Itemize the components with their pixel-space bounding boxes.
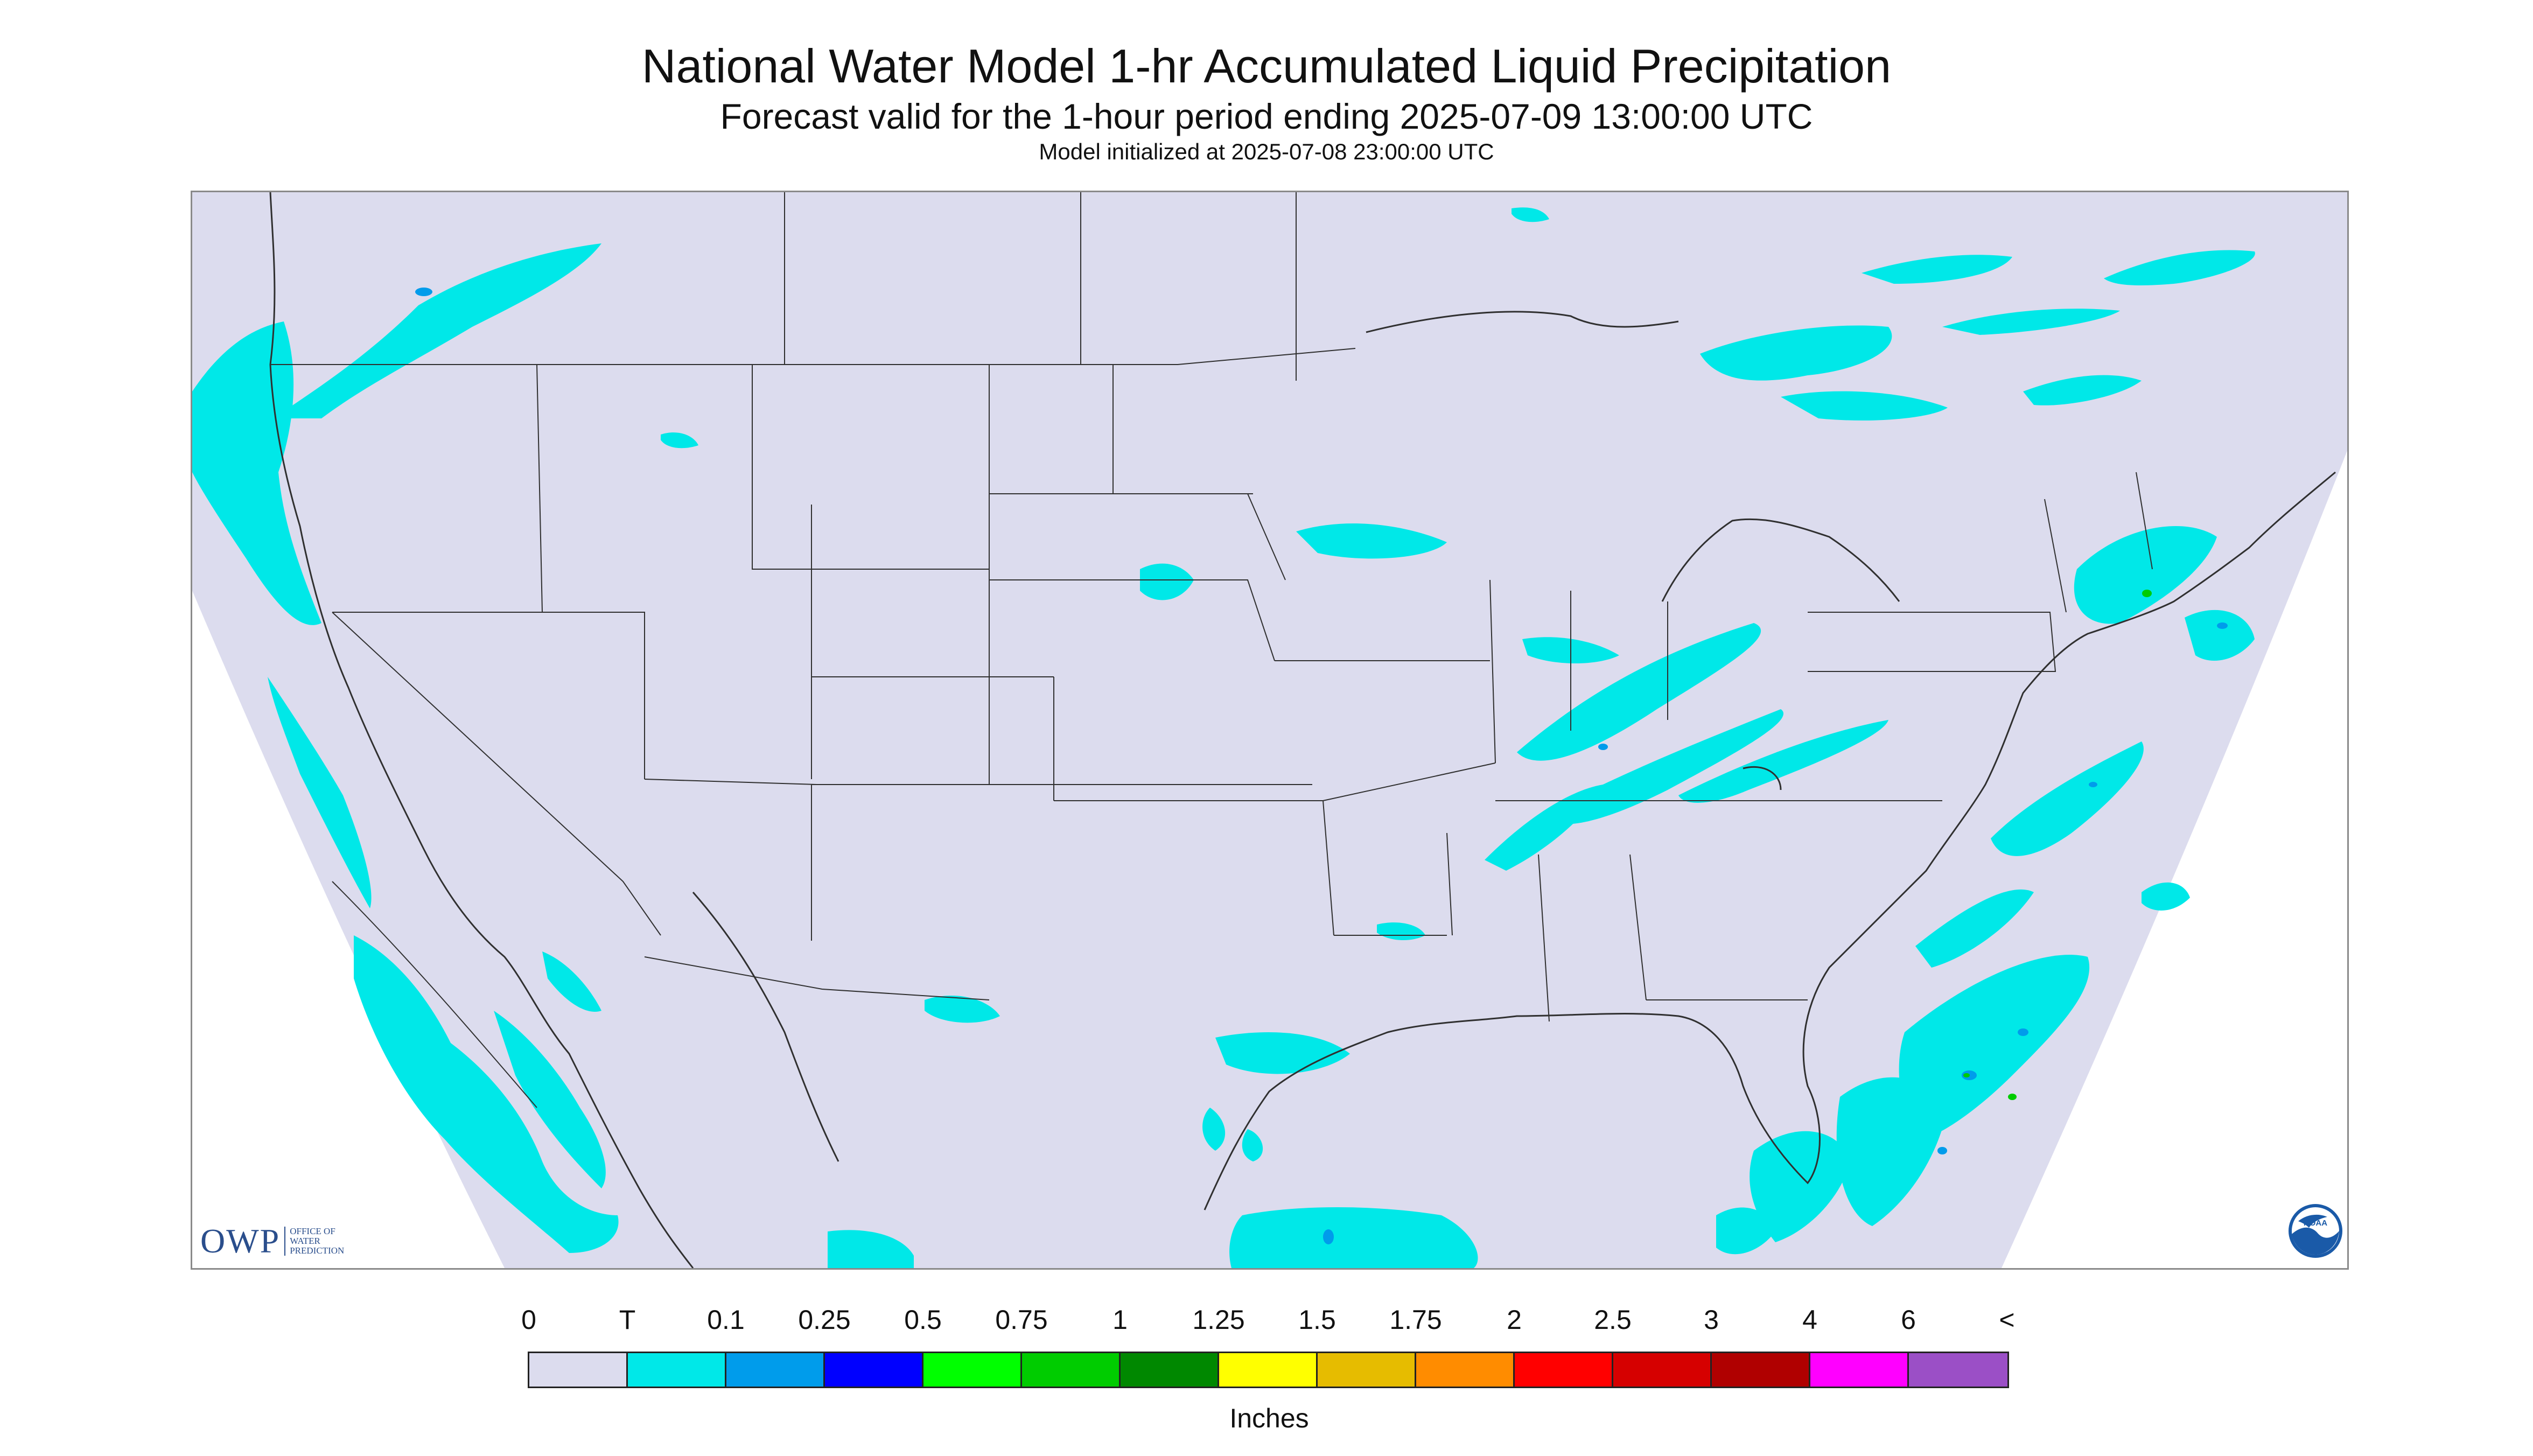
legend-bin: [1022, 1353, 1121, 1387]
legend-bin: [628, 1353, 726, 1387]
legend-tick-label: T: [619, 1305, 636, 1335]
state-boundaries: [270, 192, 2153, 1108]
legend-tick-label: 0.1: [707, 1305, 745, 1335]
owp-sub-line-1: OFFICE OF: [290, 1226, 335, 1236]
legend-bin: [1810, 1353, 1909, 1387]
heavy-precip-cells: [415, 288, 2228, 1244]
legend-tick-label: 0.5: [904, 1305, 942, 1335]
coastlines: [269, 192, 2336, 1268]
legend-bin: [1515, 1353, 1613, 1387]
legend-tick-label: 6: [1901, 1305, 1916, 1335]
legend-tick-label: 0.25: [798, 1305, 851, 1335]
map-canvas: [192, 192, 2347, 1268]
legend-tick-label: 4: [1802, 1305, 1817, 1335]
map-subtitle: Forecast valid for the 1-hour period end…: [720, 96, 1813, 136]
owp-logo: OWP OFFICE OF WATER PREDICTION: [200, 1221, 344, 1261]
legend-tick-label: <: [1999, 1305, 2015, 1335]
legend-tick-label: 2: [1507, 1305, 1522, 1335]
legend-bin: [726, 1353, 825, 1387]
noaa-logo-icon: NOAA: [2289, 1204, 2342, 1258]
owp-sub-line-3: PREDICTION: [290, 1245, 345, 1256]
legend-tick-label: 1.75: [1389, 1305, 1442, 1335]
owp-logo-text: OWP: [200, 1222, 281, 1260]
precipitation-map: [191, 191, 2349, 1270]
legend-bin: [1613, 1353, 1712, 1387]
model-domain: [192, 192, 2347, 1268]
legend-tick-label: 1.25: [1192, 1305, 1245, 1335]
legend-tick-label: 1: [1112, 1305, 1128, 1335]
legend-bin: [923, 1353, 1022, 1387]
legend-tick-label: 0: [521, 1305, 536, 1335]
legend-bin: [1909, 1353, 2007, 1387]
legend-bin: [1219, 1353, 1318, 1387]
legend-bin: [1318, 1353, 1416, 1387]
legend-bin: [529, 1353, 628, 1387]
legend-bin: [825, 1353, 923, 1387]
model-init-time: Model initialized at 2025-07-08 23:00:00…: [1039, 139, 1494, 164]
legend-units-label: Inches: [1229, 1403, 1309, 1433]
legend-tick-label: 0.75: [995, 1305, 1048, 1335]
legend-tick-label: 1.5: [1298, 1305, 1336, 1335]
map-title: National Water Model 1-hr Accumulated Li…: [641, 39, 1892, 93]
owp-logo-subtitle: OFFICE OF WATER PREDICTION: [284, 1227, 344, 1256]
owp-sub-line-2: WATER: [290, 1236, 320, 1246]
legend-bin: [1121, 1353, 1219, 1387]
legend-bin: [1712, 1353, 1810, 1387]
precipitation-cells: [192, 207, 2255, 1268]
color-legend: 0 T 0.1 0.25 0.5 0.75 1 1.25 1.5 1.75 2 2.5 3 4 6 < Inc…: [521, 1292, 2015, 1443]
legend-tick-label: 2.5: [1594, 1305, 1632, 1335]
legend-bin: [1416, 1353, 1515, 1387]
noaa-logo-text: NOAA: [2304, 1219, 2327, 1228]
legend-color-bar: [528, 1352, 2009, 1388]
legend-tick-label: 3: [1704, 1305, 1719, 1335]
